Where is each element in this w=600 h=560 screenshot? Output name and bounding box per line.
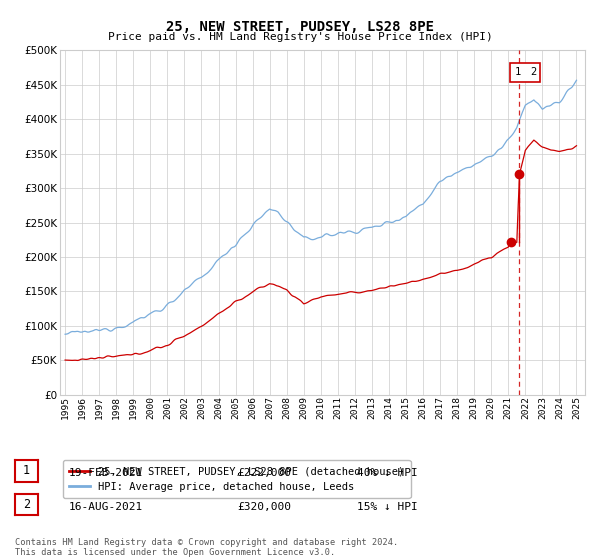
Text: Price paid vs. HM Land Registry's House Price Index (HPI): Price paid vs. HM Land Registry's House … xyxy=(107,32,493,43)
Text: 2: 2 xyxy=(530,67,536,77)
Text: 2: 2 xyxy=(23,498,30,511)
Text: Contains HM Land Registry data © Crown copyright and database right 2024.
This d: Contains HM Land Registry data © Crown c… xyxy=(15,538,398,557)
Text: £222,000: £222,000 xyxy=(237,468,291,478)
Text: £320,000: £320,000 xyxy=(237,502,291,512)
Text: 25, NEW STREET, PUDSEY, LS28 8PE: 25, NEW STREET, PUDSEY, LS28 8PE xyxy=(166,20,434,34)
Text: 15% ↓ HPI: 15% ↓ HPI xyxy=(357,502,418,512)
Legend: 25, NEW STREET, PUDSEY, LS28 8PE (detached house), HPI: Average price, detached : 25, NEW STREET, PUDSEY, LS28 8PE (detach… xyxy=(62,460,410,498)
Text: 16-AUG-2021: 16-AUG-2021 xyxy=(69,502,143,512)
Text: 1: 1 xyxy=(515,67,521,77)
Bar xyxy=(509,63,541,82)
Text: 40% ↓ HPI: 40% ↓ HPI xyxy=(357,468,418,478)
Text: 19-FEB-2021: 19-FEB-2021 xyxy=(69,468,143,478)
Text: 1: 1 xyxy=(23,464,30,478)
